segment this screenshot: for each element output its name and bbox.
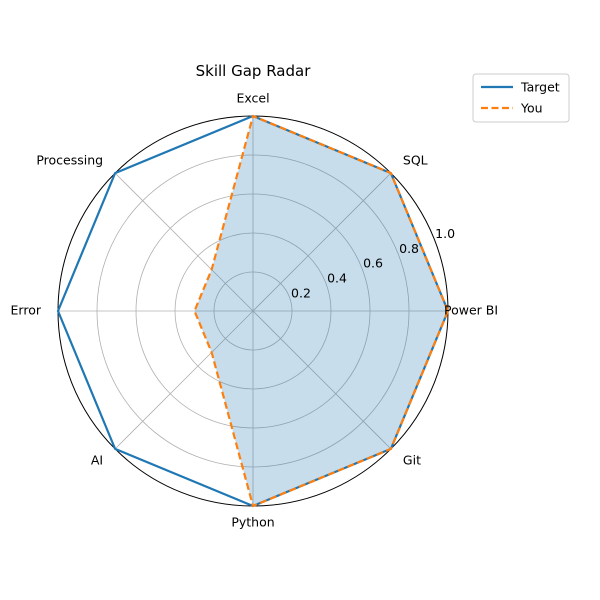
series-line-target: [56, 114, 450, 508]
grid-spoke: [114, 310, 254, 450]
category-label-ai: AI: [91, 452, 103, 467]
category-label-processing: Processing: [36, 153, 103, 168]
legend-label-target: Target: [520, 80, 560, 95]
category-label-python: Python: [231, 515, 274, 530]
radial-tick-label: 1.0: [435, 226, 455, 241]
chart-title: Skill Gap Radar: [196, 62, 312, 80]
category-label-excel: Excel: [236, 91, 269, 106]
category-label-sql: SQL: [403, 153, 428, 168]
grid-spoke: [114, 172, 254, 312]
radial-tick-label: 0.8: [399, 241, 419, 256]
radial-tick-label: 0.2: [291, 286, 311, 301]
radial-tick-label: 0.4: [327, 271, 347, 286]
legend: Target You: [472, 73, 570, 123]
radar-series-layer: [56, 114, 450, 508]
category-label-git: Git: [403, 452, 421, 467]
radial-tick-labels: 0.2 0.4 0.6 0.8 1.0: [291, 226, 455, 301]
legend-label-you: You: [520, 101, 543, 116]
category-labels: Power BI SQL Excel Processing Error AI Python G…: [11, 91, 499, 530]
category-label-error: Error: [11, 303, 42, 318]
category-label-power-bi: Power BI: [444, 303, 498, 318]
series-fill-you: [194, 116, 448, 506]
grid-spoke: [252, 310, 392, 450]
radial-tick-label: 0.6: [363, 256, 383, 271]
grid-spoke: [252, 172, 392, 312]
radar-fill-layer: [194, 116, 448, 506]
